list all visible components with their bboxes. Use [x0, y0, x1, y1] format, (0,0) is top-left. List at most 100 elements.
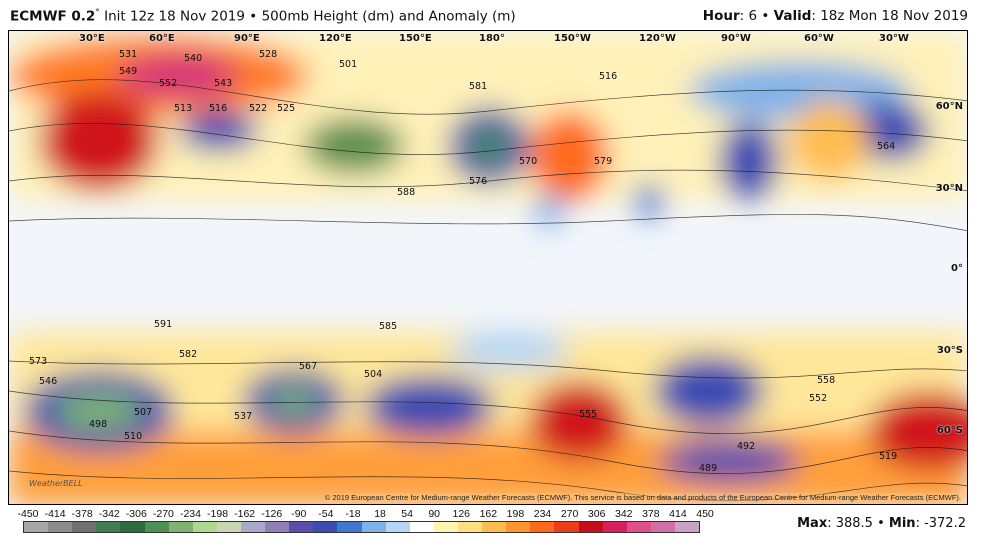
colorbar-swatch [674, 522, 700, 532]
colorbar-swatch [48, 522, 73, 532]
latitude-label: 60°S [936, 425, 963, 436]
colorbar-tick-label: 198 [506, 508, 525, 520]
colorbar-swatch [554, 522, 579, 532]
contour-label: 567 [299, 361, 318, 372]
colorbar-swatch [265, 522, 290, 532]
latitude-label: 60°N [935, 101, 963, 112]
colorbar-swatch [650, 522, 675, 532]
colorbar-tick-label: -18 [345, 508, 361, 520]
hour-label: Hour [702, 8, 740, 24]
colorbar-swatch [24, 522, 49, 532]
colorbar-tick-label: 54 [401, 508, 413, 520]
anomaly-colorbar [23, 521, 700, 533]
colorbar-tick-label: -450 [17, 508, 39, 520]
contour-label: 528 [259, 49, 278, 60]
colorbar-tick-label: -126 [261, 508, 283, 520]
colorbar-tick-label: -54 [318, 508, 334, 520]
colorbar-tick-label: -198 [207, 508, 229, 520]
colorbar-swatch [506, 522, 531, 532]
longitude-label: 150°W [554, 33, 591, 44]
contour-label: 555 [579, 409, 598, 420]
colorbar-swatch [313, 522, 338, 532]
contour-label: 507 [134, 407, 153, 418]
colorbar-swatch [289, 522, 314, 532]
colorbar-swatch [192, 522, 217, 532]
valid-time: 18z Mon 18 Nov 2019 [820, 8, 968, 24]
contour-label: 582 [179, 349, 198, 360]
contour-label: 558 [817, 375, 836, 386]
min-label: Min [888, 516, 916, 531]
colorbar-tick-label: -90 [291, 508, 307, 520]
max-label: Max [797, 516, 828, 531]
colorbar-tick-label: 378 [642, 508, 660, 520]
contour-label: 525 [277, 103, 296, 114]
colorbar-swatch [96, 522, 121, 532]
contour-label: 531 [119, 49, 138, 60]
contour-label: 581 [469, 81, 488, 92]
copyright-notice: © 2019 European Centre for Medium-range … [324, 493, 961, 502]
contour-label: 543 [214, 78, 233, 89]
valid-time-header: Hour: 6 • Valid: 18z Mon 18 Nov 2019 [702, 8, 968, 24]
colorbar-swatch [361, 522, 386, 532]
colorbar-tick-label: -270 [152, 508, 174, 520]
colorbar-swatch [216, 522, 241, 532]
contour-label: 546 [39, 376, 58, 387]
anomaly-field [9, 31, 967, 504]
contour-label: 516 [209, 103, 228, 114]
separator: • [249, 8, 258, 25]
contour-label: 564 [877, 141, 896, 152]
weather-map[interactable]: 30°E 60°E 90°E 120°E 150°E 180° 150°W 120°W 90°W… [8, 30, 968, 505]
colorbar-tick-label: 162 [479, 508, 498, 520]
longitude-label: 120°E [319, 33, 352, 44]
degree-symbol: ° [95, 8, 100, 18]
colorbar-tick-label: -306 [125, 508, 147, 520]
contour-label: 492 [737, 441, 756, 452]
latitude-label: 0° [951, 263, 963, 274]
contour-label: 585 [379, 321, 398, 332]
contour-label: 573 [29, 356, 48, 367]
contour-label: 540 [184, 53, 203, 64]
colorbar-tick-label: 126 [452, 508, 471, 520]
colorbar-tick-label: 450 [696, 508, 714, 520]
forecast-hour: 6 [748, 8, 758, 24]
model-name: ECMWF 0.2 [10, 8, 96, 25]
colorbar-tick-label: 234 [533, 508, 552, 520]
longitude-label: 180° [479, 33, 505, 44]
contour-label: 510 [124, 431, 143, 442]
colorbar-tick-label: -342 [98, 508, 120, 520]
weatherbell-logo: WeatherBELL [29, 479, 83, 488]
colorbar-swatch [120, 522, 145, 532]
longitude-label: 90°W [721, 33, 751, 44]
colorbar-swatch [578, 522, 603, 532]
colorbar-tick-label: -162 [234, 508, 256, 520]
contour-label: 576 [469, 176, 488, 187]
longitude-label: 60°E [149, 33, 175, 44]
contour-label: 579 [594, 156, 613, 167]
contour-label: 570 [519, 156, 538, 167]
colorbar-tick-label: 18 [374, 508, 386, 520]
colorbar-swatch [144, 522, 169, 532]
separator: • [761, 8, 770, 24]
contour-label: 516 [599, 71, 618, 82]
valid-label: Valid [773, 8, 812, 24]
longitude-label: 30°W [879, 33, 909, 44]
contour-label: 498 [89, 419, 108, 430]
longitude-label: 30°E [79, 33, 105, 44]
colorbar-swatch [530, 522, 555, 532]
longitude-label: 120°W [639, 33, 676, 44]
latitude-label: 30°N [935, 183, 963, 194]
colorbar-swatch [433, 522, 458, 532]
colorbar-tick-label: -378 [71, 508, 93, 520]
colorbar-tick-label: 90 [428, 508, 441, 520]
longitude-label: 60°W [804, 33, 834, 44]
contour-label: 501 [339, 59, 358, 70]
colorbar-swatch [457, 522, 483, 532]
separator: • [877, 516, 885, 531]
colorbar-ticks: -450 -414 -378 -342 -306 -270 -234 -198 -162 -126… [14, 508, 714, 522]
colorbar-swatch [626, 522, 651, 532]
colorbar-swatch [409, 522, 434, 532]
contour-label: 552 [159, 78, 178, 89]
colorbar-tick-label: 270 [560, 508, 579, 520]
chart-title: ECMWF 0.2° Init 12z 18 Nov 2019 • 500mb … [10, 8, 516, 25]
contour-label: 549 [119, 66, 138, 77]
